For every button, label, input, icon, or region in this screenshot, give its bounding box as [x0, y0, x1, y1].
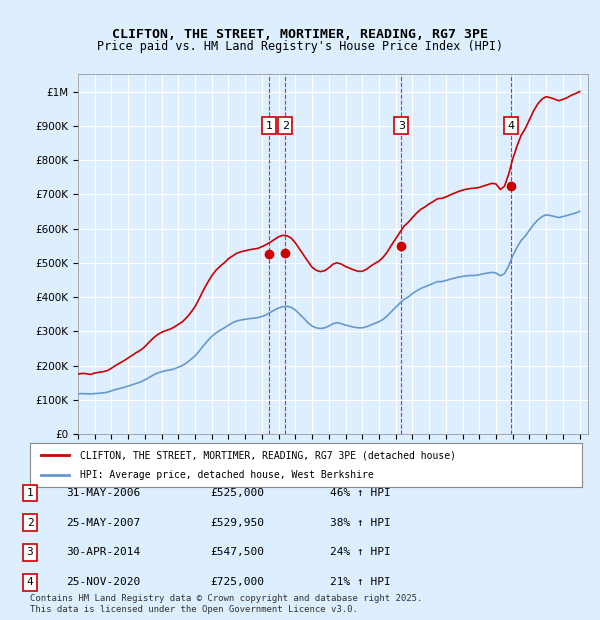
Text: 21% ↑ HPI: 21% ↑ HPI [330, 577, 391, 587]
Text: 24% ↑ HPI: 24% ↑ HPI [330, 547, 391, 557]
Text: 4: 4 [26, 577, 34, 587]
Text: 31-MAY-2006: 31-MAY-2006 [66, 488, 140, 498]
Text: HPI: Average price, detached house, West Berkshire: HPI: Average price, detached house, West… [80, 469, 373, 479]
Text: 2: 2 [282, 121, 289, 131]
Text: Price paid vs. HM Land Registry's House Price Index (HPI): Price paid vs. HM Land Registry's House … [97, 40, 503, 53]
Text: 1: 1 [265, 121, 272, 131]
Text: 1: 1 [26, 488, 34, 498]
Text: £547,500: £547,500 [210, 547, 264, 557]
Text: £529,950: £529,950 [210, 518, 264, 528]
Text: £725,000: £725,000 [210, 577, 264, 587]
Text: 25-MAY-2007: 25-MAY-2007 [66, 518, 140, 528]
Text: 46% ↑ HPI: 46% ↑ HPI [330, 488, 391, 498]
Text: 38% ↑ HPI: 38% ↑ HPI [330, 518, 391, 528]
Text: 25-NOV-2020: 25-NOV-2020 [66, 577, 140, 587]
Text: 30-APR-2014: 30-APR-2014 [66, 547, 140, 557]
Text: £525,000: £525,000 [210, 488, 264, 498]
Text: 4: 4 [508, 121, 515, 131]
Text: Contains HM Land Registry data © Crown copyright and database right 2025.
This d: Contains HM Land Registry data © Crown c… [30, 595, 422, 614]
Text: CLIFTON, THE STREET, MORTIMER, READING, RG7 3PE: CLIFTON, THE STREET, MORTIMER, READING, … [112, 28, 488, 41]
Text: 3: 3 [26, 547, 34, 557]
Text: 3: 3 [398, 121, 405, 131]
Text: 2: 2 [26, 518, 34, 528]
Text: CLIFTON, THE STREET, MORTIMER, READING, RG7 3PE (detached house): CLIFTON, THE STREET, MORTIMER, READING, … [80, 451, 455, 461]
